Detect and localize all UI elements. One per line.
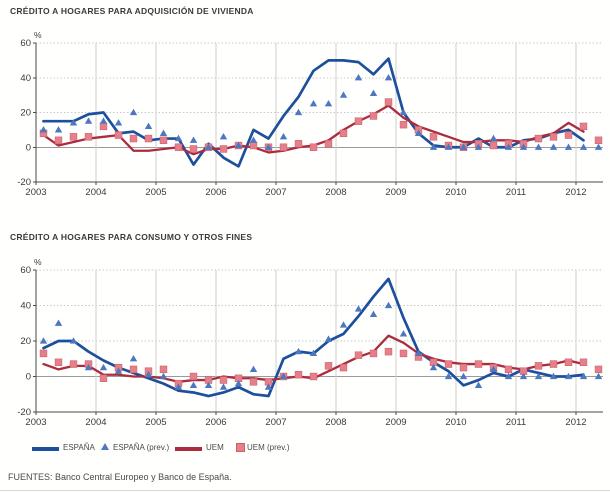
consumer-credit-chart: 2003 2004 2005 2006 2007 2008 2009 2010 2011 2012… [17,257,603,428]
svg-text:2010: 2010 [445,417,466,428]
svg-text:2008: 2008 [325,417,346,428]
legend-uem-line-swatch [175,447,202,451]
svg-text:2005: 2005 [145,417,166,428]
legend-espana-label: ESPAÑA [63,443,95,452]
svg-text:2005: 2005 [145,187,166,198]
svg-text:60: 60 [20,265,31,276]
svg-text:2010: 2010 [445,187,466,198]
svg-text:-20: -20 [17,177,31,188]
housing-credit-chart: 2003 2004 2005 2006 2007 2008 2009 2010 2011 2012… [17,30,603,198]
svg-text:2011: 2011 [506,187,526,198]
svg-text:2009: 2009 [385,187,406,198]
svg-text:40: 40 [20,301,31,312]
svg-text:2007: 2007 [265,187,286,198]
svg-text:60: 60 [20,38,31,49]
legend-espana-line-swatch [32,447,59,451]
svg-text:2009: 2009 [385,417,406,428]
svg-text:%: % [34,257,42,267]
svg-text:20: 20 [20,336,31,347]
legend-uem-prev-square-icon [236,443,245,452]
svg-text:20: 20 [20,108,31,119]
consumer-credit-chart-title: CRÉDITO A HOGARES PARA CONSUMO Y OTROS F… [10,232,253,242]
svg-text:2006: 2006 [205,187,226,198]
svg-text:2004: 2004 [85,187,106,198]
svg-text:%: % [34,30,42,40]
legend-uem-prev-label: UEM (prev.) [247,443,290,452]
bottom-divider [0,490,610,491]
svg-text:0: 0 [26,372,31,383]
svg-text:2006: 2006 [205,417,226,428]
svg-text:0: 0 [26,142,31,153]
svg-text:-20: -20 [17,407,31,418]
svg-text:2012: 2012 [565,187,586,198]
svg-text:2003: 2003 [25,417,46,428]
svg-text:40: 40 [20,73,31,84]
svg-text:2004: 2004 [85,417,106,428]
legend-espana-prev-label: ESPAÑA (prev.) [113,443,170,452]
svg-text:2003: 2003 [25,187,46,198]
legend-espana-prev-triangle-icon [101,443,109,450]
legend-uem-label: UEM [206,443,224,452]
svg-text:2007: 2007 [265,417,286,428]
sources-note: FUENTES: Banco Central Europeo y Banco d… [8,472,232,482]
svg-text:2012: 2012 [565,417,586,428]
housing-credit-chart-title: CRÉDITO A HOGARES PARA ADQUISICIÓN DE VI… [10,6,254,16]
svg-text:2008: 2008 [325,187,346,198]
svg-text:2011: 2011 [506,417,526,428]
